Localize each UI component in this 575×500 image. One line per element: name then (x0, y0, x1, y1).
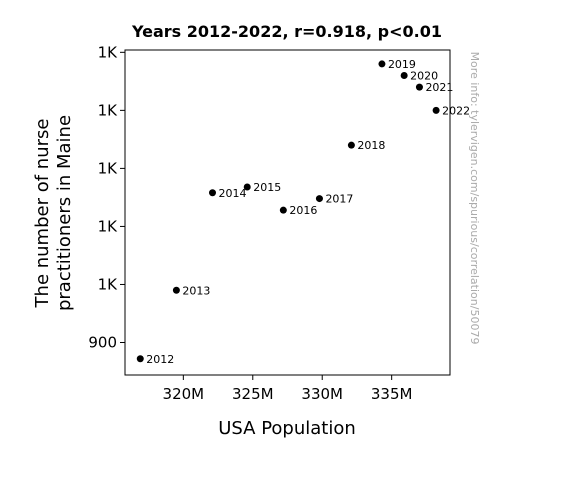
data-point-label: 2019 (388, 58, 416, 71)
y-tick-label: 1K (98, 43, 119, 61)
data-point (432, 106, 440, 114)
plot-area-frame (124, 49, 451, 376)
x-tick-label: 335M (371, 385, 413, 403)
data-point (279, 206, 287, 214)
y-tick-label: 900 (88, 334, 117, 352)
x-axis-label: USA Population (218, 418, 356, 439)
data-point-label: 2021 (425, 81, 453, 94)
y-axis: 900 1K 1K 1K 1K 1K (88, 43, 125, 352)
x-tick-label: 330M (301, 385, 343, 403)
data-point (415, 83, 423, 91)
data-point-label: 2012 (146, 353, 174, 366)
data-point-label: 2013 (182, 284, 210, 297)
x-tick-label: 325M (232, 385, 274, 403)
y-tick-label: 1K (98, 275, 119, 293)
data-point (136, 355, 144, 363)
data-point-label: 2022 (442, 104, 470, 117)
y-axis-label-line-2: practitioners in Maine (54, 115, 75, 311)
data-points: 2012 2013 2014 2015 2016 2017 2018 201920202021… (136, 58, 470, 366)
y-axis-label-line-1: The number of nurse (32, 119, 53, 309)
data-point-label: 2015 (253, 181, 281, 194)
chart-title: Years 2012-2022, r=0.918, p<0.01 (131, 22, 442, 41)
y-tick-label: 1K (98, 159, 119, 177)
data-point-label: 2020 (410, 70, 438, 83)
data-point (243, 183, 251, 191)
x-axis: 320M 325M 330M 335M (163, 375, 413, 403)
data-point (209, 189, 216, 197)
x-tick-label: 320M (163, 385, 205, 403)
data-point-label: 2017 (325, 193, 353, 206)
data-point-label: 2016 (289, 204, 317, 217)
data-point (172, 286, 180, 294)
data-point (378, 60, 386, 68)
data-point (400, 72, 408, 80)
data-point-label: 2018 (357, 139, 385, 152)
data-point-label: 2014 (219, 187, 247, 200)
data-point (315, 195, 323, 203)
watermark-text: More info: tylervigen.com/spurious/corre… (468, 52, 481, 345)
y-tick-label: 1K (98, 101, 119, 119)
y-tick-label: 1K (98, 217, 119, 235)
data-point (347, 141, 355, 149)
